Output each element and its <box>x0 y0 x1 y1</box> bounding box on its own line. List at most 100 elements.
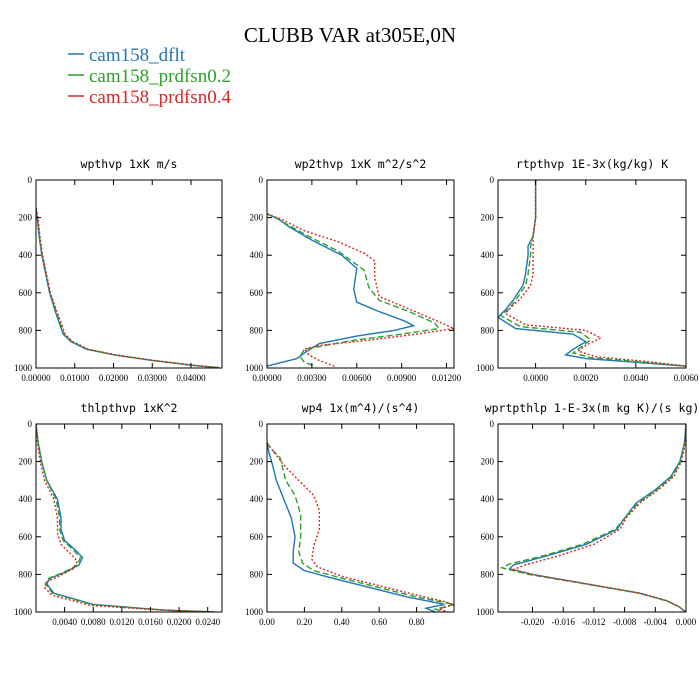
series-line-cam158-dflt <box>36 208 219 368</box>
y-tick-label: 400 <box>19 250 33 260</box>
series-line-cam158-prdfsn0-4 <box>36 424 215 612</box>
x-tick-label: 0.40 <box>334 617 350 627</box>
series-line-cam158-dflt <box>36 424 215 612</box>
x-tick-label: 0.03000 <box>138 373 168 383</box>
x-tick-label: 0.00900 <box>387 373 417 383</box>
y-tick-label: 600 <box>481 532 495 542</box>
legend-entry-prdfsn04: cam158_prdfsn0.4 <box>68 87 231 108</box>
series-line-cam158-prdfsn0-4 <box>36 208 219 368</box>
y-tick-label: 400 <box>250 494 264 504</box>
x-tick-label: 0.0240 <box>195 617 220 627</box>
series-line-cam158-prdfsn0-4 <box>267 442 454 612</box>
series-line-cam158-prdfsn0-2 <box>36 424 215 612</box>
x-tick-label: -0.016 <box>552 617 576 627</box>
series-line-cam158-prdfsn0-2 <box>267 213 441 367</box>
x-tick-label: 0.00000 <box>252 373 282 383</box>
y-tick-label: 1000 <box>245 363 264 373</box>
y-tick-label: 0 <box>259 419 264 429</box>
y-tick-label: 200 <box>481 457 495 467</box>
x-tick-label: 0.80 <box>409 617 425 627</box>
x-tick-label: 0.20 <box>297 617 313 627</box>
y-tick-label: 1000 <box>14 607 33 617</box>
x-tick-label: 0.02000 <box>99 373 129 383</box>
y-tick-label: 0 <box>490 419 495 429</box>
y-tick-label: 1000 <box>476 607 495 617</box>
y-tick-label: 800 <box>481 569 495 579</box>
x-tick-label: 0.0040 <box>52 617 77 627</box>
y-tick-label: 600 <box>250 532 264 542</box>
x-tick-label: 0.00300 <box>297 373 327 383</box>
y-tick-label: 0 <box>28 419 33 429</box>
y-tick-label: 800 <box>19 569 33 579</box>
panels: wpthvp 1xK m/s0.00000 0.01000 0.02000 0.030… <box>14 157 699 627</box>
x-tick-label: 0.01200 <box>432 373 462 383</box>
y-tick-label: 600 <box>19 532 33 542</box>
x-tick-label: 0.04000 <box>176 373 206 383</box>
y-tick-label: 800 <box>19 325 33 335</box>
x-tick-label: -0.004 <box>644 617 668 627</box>
y-tick-label: 200 <box>481 213 495 223</box>
x-tick-label: 0.0040 <box>623 373 648 383</box>
legend-label-prdfsn02: cam158_prdfsn0.2 <box>89 66 231 87</box>
x-tick-label: -0.008 <box>613 617 637 627</box>
y-tick-label: 200 <box>250 457 264 467</box>
x-tick-label: 0.0160 <box>138 617 163 627</box>
legend-label-dflt: cam158_dflt <box>89 45 186 66</box>
panel-6: wprtpthlp 1-E-3x(m kg K)/(s kg) -0.020 -0.… <box>476 401 699 627</box>
panel-5: wp4 1x(m^4)/(s^4) 0.00 0.20 0.40 0.60 0.80 0 20… <box>245 401 455 627</box>
x-tick-label: 0.0060 <box>674 373 699 383</box>
series-line-cam158-prdfsn0-2 <box>499 424 686 612</box>
plot-frame <box>35 423 223 613</box>
panel-title: wp2thvp 1xK m^2/s^2 <box>295 157 427 171</box>
x-tick-label: -0.020 <box>521 617 545 627</box>
x-tick-label: 0.0000 <box>523 373 548 383</box>
plot-frame <box>266 423 455 613</box>
series-line-cam158-prdfsn0-2 <box>36 208 219 368</box>
y-tick-label: 400 <box>250 250 264 260</box>
y-tick-label: 800 <box>250 325 264 335</box>
panel-title: wp4 1x(m^4)/(s^4) <box>302 401 420 415</box>
plot-frame <box>497 423 687 613</box>
series-line-cam158-prdfsn0-4 <box>511 424 686 612</box>
x-tick-label: 0.00600 <box>342 373 372 383</box>
panel-title: thlpthvp 1xK^2 <box>81 401 178 415</box>
legend-label-prdfsn04: cam158_prdfsn0.4 <box>89 87 231 108</box>
figure-title: CLUBB VAR at305E,0N <box>244 23 456 47</box>
y-tick-label: 600 <box>250 288 264 298</box>
legend: cam158_dflt cam158_prdfsn0.2 cam158_prdf… <box>68 45 231 108</box>
y-tick-label: 800 <box>481 325 495 335</box>
series-line-cam158-dflt <box>267 442 445 612</box>
x-tick-label: 0.00000 <box>21 373 51 383</box>
panel-title: wpthvp 1xK m/s <box>81 157 178 171</box>
x-tick-label: 0.0200 <box>167 617 192 627</box>
panel-4: thlpthvp 1xK^2 0.0040 0.0080 0.0120 0.0160 0.… <box>14 401 223 627</box>
plot-frame <box>497 179 687 369</box>
plot-frame <box>266 179 455 369</box>
y-tick-label: 1000 <box>476 363 495 373</box>
x-tick-label: 0.00 <box>259 617 275 627</box>
y-tick-label: 200 <box>19 457 33 467</box>
y-tick-label: 0 <box>259 175 264 185</box>
y-tick-label: 800 <box>250 569 264 579</box>
series-line-cam158-prdfsn0-2 <box>267 442 454 612</box>
y-tick-label: 400 <box>481 494 495 504</box>
y-tick-label: 1000 <box>14 363 33 373</box>
y-tick-label: 200 <box>250 213 264 223</box>
panel-2: wp2thvp 1xK m^2/s^2 0.00000 0.00300 0.00600… <box>245 157 462 383</box>
panel-title: wprtpthlp 1-E-3x(m kg K)/(s kg) <box>485 401 700 415</box>
panel-title: rtpthvp 1E-3x(kg/kg) K <box>516 157 668 171</box>
x-tick-label: 0.0080 <box>81 617 106 627</box>
series-line-cam158-dflt <box>498 180 686 367</box>
y-tick-label: 400 <box>481 250 495 260</box>
x-tick-label: 0.0020 <box>573 373 598 383</box>
series-line-cam158-prdfsn0-4 <box>504 180 686 367</box>
y-tick-label: 1000 <box>245 607 264 617</box>
legend-entry-prdfsn02: cam158_prdfsn0.2 <box>68 66 231 87</box>
plot-frame <box>35 179 223 369</box>
x-tick-label: 0.01000 <box>60 373 90 383</box>
y-tick-label: 400 <box>19 494 33 504</box>
y-tick-label: 0 <box>490 175 495 185</box>
y-tick-label: 200 <box>19 213 33 223</box>
series-line-cam158-prdfsn0-2 <box>499 180 686 367</box>
